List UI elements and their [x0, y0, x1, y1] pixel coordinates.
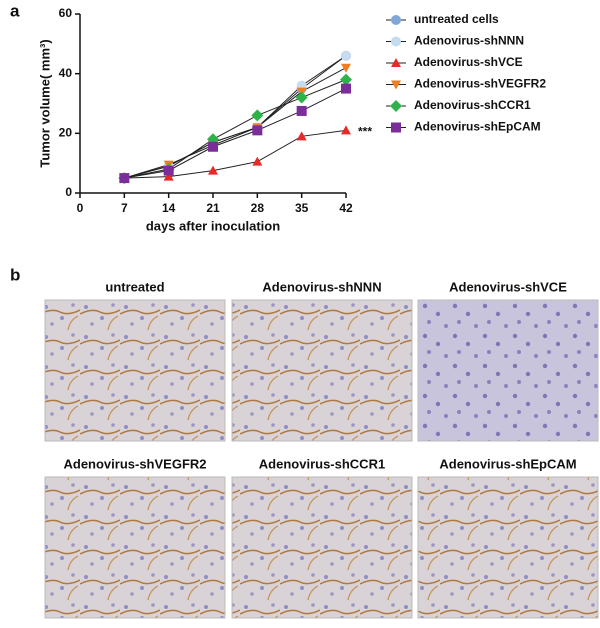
- marker: [341, 125, 351, 135]
- annotation: ***: [358, 125, 372, 139]
- marker: [295, 91, 308, 104]
- marker: [163, 165, 174, 176]
- y-tick-label: 60: [59, 6, 73, 20]
- legend-label: Adenovirus-shVEGFR2: [414, 77, 546, 91]
- series-line: [124, 55, 347, 179]
- image-label: Adenovirus-shEpCAM: [439, 456, 576, 471]
- marker: [163, 171, 174, 181]
- series-line: [124, 129, 347, 179]
- legend-label: Adenovirus-shNNN: [414, 34, 524, 48]
- histology-image: [417, 476, 599, 619]
- histology-image: [231, 299, 413, 442]
- marker: [252, 125, 263, 136]
- marker: [391, 122, 401, 133]
- image-label: Adenovirus-shVCE: [449, 279, 567, 294]
- histology-image: [44, 476, 226, 619]
- x-tick-label: 42: [339, 201, 353, 215]
- marker: [340, 73, 352, 86]
- histology-image: [231, 476, 413, 619]
- marker: [391, 80, 401, 90]
- image-label: Adenovirus-shVEGFR2: [63, 456, 206, 471]
- marker: [208, 141, 218, 152]
- y-tick-label: 20: [59, 126, 73, 140]
- x-axis-label: days after inoculation: [146, 218, 280, 233]
- legend-label: Adenovirus-shEpCAM: [414, 120, 541, 134]
- marker: [119, 173, 130, 184]
- x-tick-label: 28: [251, 201, 265, 215]
- histology-image: [44, 299, 226, 442]
- panel-label: b: [10, 265, 20, 284]
- series-line: [124, 88, 347, 179]
- legend-label: untreated cells: [414, 12, 499, 26]
- marker: [296, 131, 307, 141]
- marker: [341, 50, 351, 61]
- marker: [391, 15, 401, 25]
- line-chart: 0 20 40 60 0 7 14 21 28 35 42 days after inoculatio…: [37, 6, 546, 233]
- marker: [390, 100, 402, 112]
- marker: [296, 105, 307, 116]
- marker: [251, 109, 264, 122]
- y-axis-label: Tumor volume( mm³): [37, 39, 52, 167]
- y-tick-label: 0: [65, 185, 72, 199]
- marker: [341, 63, 351, 73]
- x-tick-label: 14: [162, 201, 176, 215]
- marker: [341, 83, 351, 94]
- image-label: untreated: [105, 279, 164, 294]
- marker: [391, 58, 401, 67]
- y-tick-label: 40: [59, 66, 73, 80]
- panel-label: a: [10, 1, 20, 20]
- x-tick-label: 7: [121, 201, 128, 215]
- image-label: Adenovirus-shCCR1: [259, 456, 385, 471]
- legend-label: Adenovirus-shVCE: [414, 55, 523, 69]
- series-line: [124, 55, 347, 179]
- x-tick-label: 21: [206, 201, 220, 215]
- series-line: [124, 67, 347, 179]
- marker: [252, 156, 263, 166]
- image-panels: untreated Adenovirus-shNNN Adenovirus-shVC…: [44, 279, 599, 619]
- legend-label: Adenovirus-shCCR1: [414, 98, 531, 112]
- histology-image: [417, 299, 599, 442]
- x-tick-label: 0: [77, 201, 84, 215]
- marker: [208, 165, 218, 175]
- marker: [391, 36, 401, 47]
- x-tick-label: 35: [295, 201, 309, 215]
- series-line: [124, 79, 347, 179]
- image-label: Adenovirus-shNNN: [262, 279, 381, 294]
